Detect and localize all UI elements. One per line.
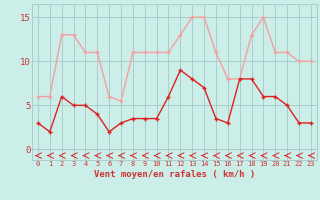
X-axis label: Vent moyen/en rafales ( km/h ): Vent moyen/en rafales ( km/h ) <box>94 170 255 179</box>
